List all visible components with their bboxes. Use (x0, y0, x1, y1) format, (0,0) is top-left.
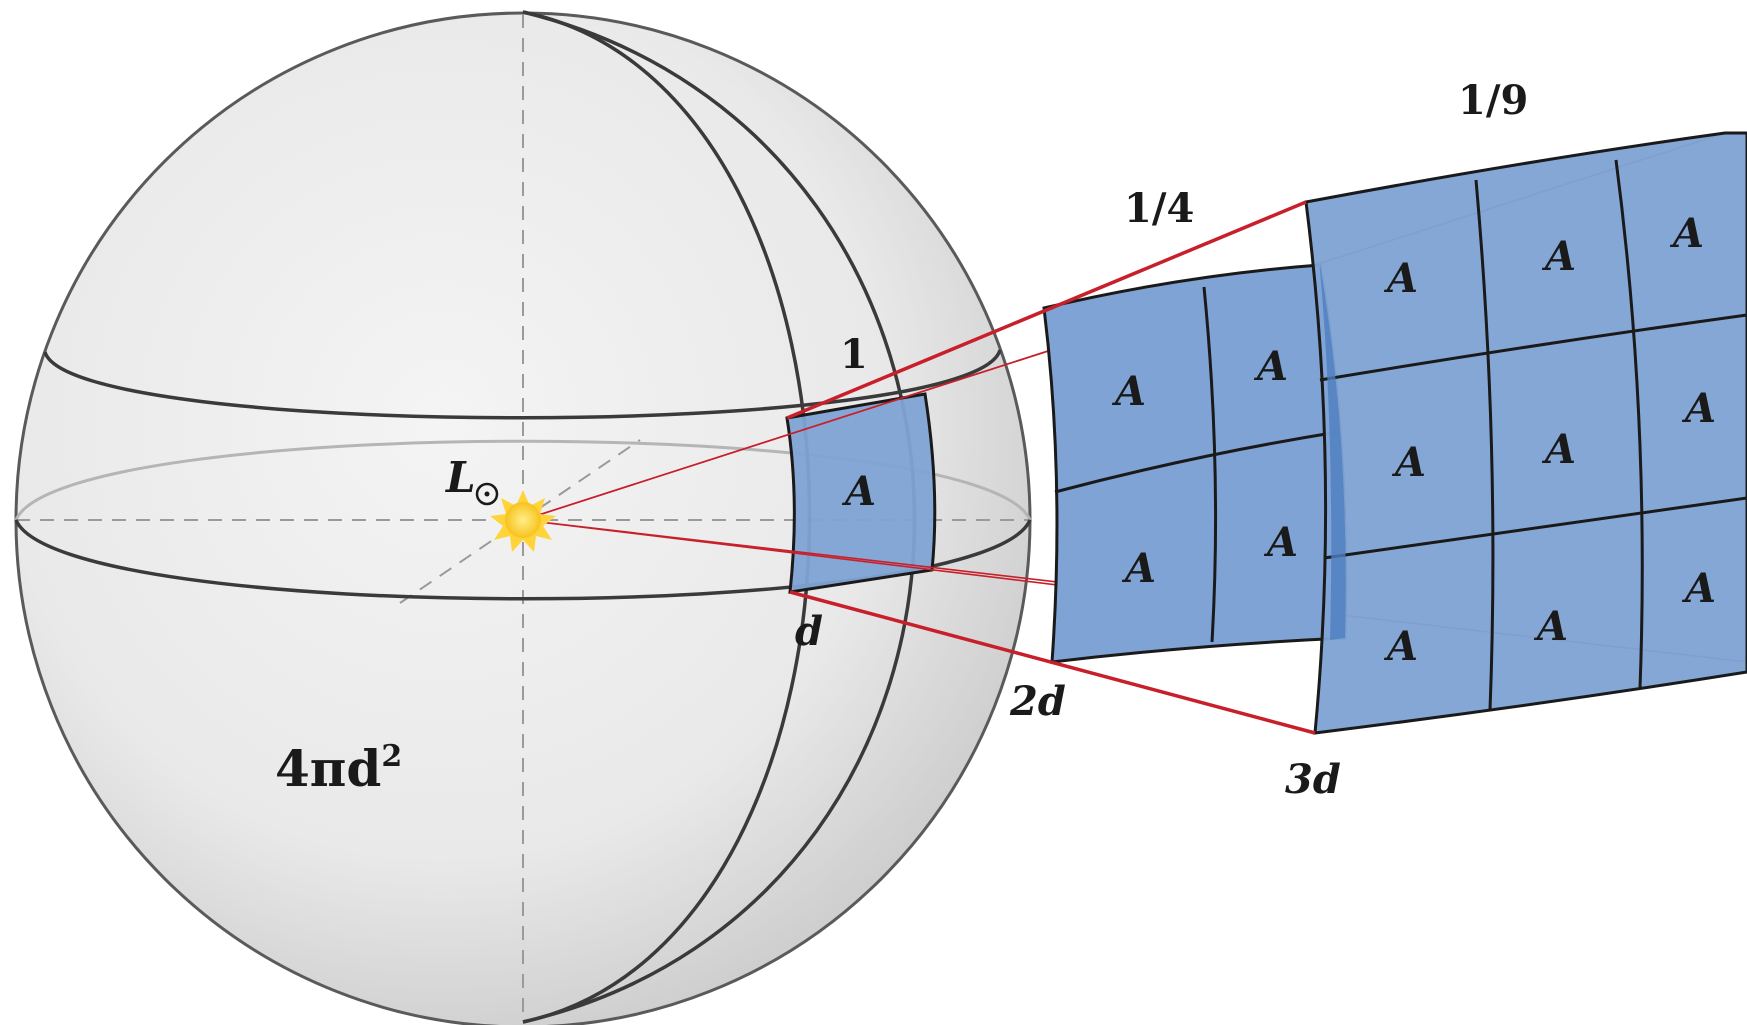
patch-2d-grid-h (1054, 430, 1339, 494)
patch-3d (1304, 131, 1747, 735)
patch-3d-grid-v2 (1614, 159, 1644, 689)
flux-label-2d: 1/4 (1124, 185, 1194, 232)
patch-label: A (1669, 210, 1704, 257)
patch-label: A (1541, 426, 1576, 473)
sun-symbol-icon (475, 482, 499, 506)
patch-label: A (841, 468, 876, 515)
patch-label: A (1383, 623, 1418, 670)
patch-label: A (1541, 233, 1576, 280)
distance-label-2d: 2d (1009, 678, 1066, 725)
patch-2d (1042, 263, 1348, 664)
patch-2d-grid-v (1202, 286, 1218, 643)
sun-icon (490, 490, 556, 552)
source-label: L (445, 453, 499, 506)
patch-label: A (1391, 439, 1426, 486)
equator-front (14, 519, 1032, 601)
patch-label: A (1383, 255, 1418, 302)
flux-label-d: 1 (840, 331, 868, 378)
distance-label-3d: 3d (1285, 756, 1341, 803)
patch-3d-grid-h2 (1323, 496, 1747, 560)
flux-label-3d: 1/9 (1458, 77, 1528, 124)
patch-label: A (1253, 343, 1288, 390)
patch-label: A (1533, 603, 1568, 650)
equator-back (14, 439, 1032, 521)
patch-3d-surface (1304, 131, 1747, 735)
patch-label: A (1121, 545, 1156, 592)
patch-3d-grid-v1 (1474, 179, 1495, 711)
patch-3d-grid-h1 (1319, 313, 1747, 382)
patch-labels: A A A A A A A A A A A A A A (841, 210, 1716, 670)
distance-label-d: d (795, 608, 823, 655)
patch-2d-surface (1042, 263, 1348, 664)
patch-overlap (1320, 265, 1346, 640)
patch-label: A (1263, 519, 1298, 566)
surface-area-label: 4πd2 (275, 739, 402, 798)
patch-label: A (1681, 385, 1716, 432)
svg-text:L: L (445, 453, 476, 502)
thick-rays (786, 200, 1316, 735)
latitude-band (43, 349, 1002, 420)
patch-label: A (1111, 368, 1146, 415)
patch-label: A (1681, 565, 1716, 612)
